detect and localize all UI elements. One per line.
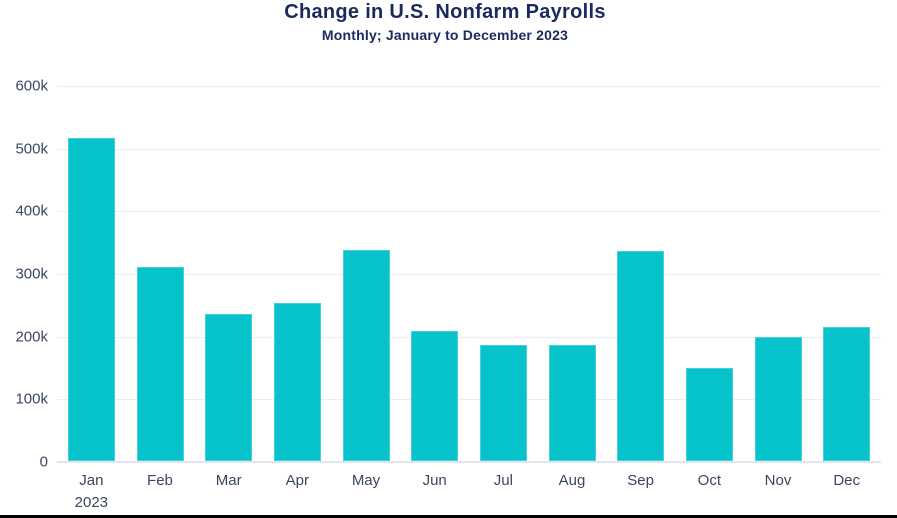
gridline-600k: [57, 86, 881, 87]
x-axis-tick-label: Sep: [606, 470, 675, 492]
y-axis-tick-label: 600k: [15, 77, 48, 95]
gridline-100k: [57, 399, 881, 400]
y-axis-tick-label: 400k: [15, 202, 48, 220]
x-axis-tick-label: Apr: [263, 470, 332, 492]
x-axis-year-label: 2023: [74, 494, 109, 511]
bar-aug: [549, 345, 596, 461]
x-axis-tick-label: Feb: [126, 470, 195, 492]
y-axis-tick-label: 0: [39, 453, 48, 471]
x-axis-month-label: Dec: [833, 472, 860, 489]
chart-subtitle: Monthly; January to December 2023: [321, 27, 569, 43]
bar-nov: [755, 337, 802, 461]
chart-title: Change in U.S. Nonfarm Payrolls: [284, 1, 606, 23]
bar-jan: [68, 138, 115, 461]
x-axis-tick-label: Jan 2023: [57, 470, 126, 514]
x-axis-month-label: Mar: [215, 472, 242, 489]
bar-feb: [137, 267, 184, 461]
x-axis-month-label: Jul: [493, 472, 513, 489]
x-axis-tick-label: Oct: [675, 470, 744, 492]
bar-sep: [617, 251, 664, 461]
bar-may: [343, 250, 390, 461]
bar-jul: [480, 345, 527, 461]
bar-dec: [823, 327, 870, 461]
x-axis-tick-label: Jun: [400, 470, 469, 492]
x-axis-month-label: Aug: [558, 472, 586, 489]
gridline-400k: [57, 211, 881, 212]
x-axis-month-label: Oct: [697, 472, 721, 489]
x-axis-month-label: Apr: [285, 472, 309, 489]
x-axis-tick-label: Dec: [812, 470, 881, 492]
window-bottom-edge: [0, 515, 897, 518]
y-axis-tick-label: 100k: [15, 390, 48, 408]
x-axis-month-label: Jan: [79, 472, 104, 489]
x-axis-month-label: Feb: [147, 472, 173, 489]
x-axis-month-label: Sep: [627, 472, 654, 489]
x-axis-month-label: May: [351, 472, 381, 489]
gridline-200k: [57, 337, 881, 338]
gridline-300k: [57, 274, 881, 275]
x-axis-tick-label: Nov: [744, 470, 813, 492]
gridline-500k: [57, 149, 881, 150]
x-axis-tick-label: Mar: [194, 470, 263, 492]
x-axis-month-label: Jun: [422, 472, 447, 489]
y-axis-tick-label: 200k: [15, 328, 48, 346]
y-axis-tick-label: 500k: [15, 140, 48, 158]
bar-apr: [274, 303, 321, 461]
x-axis-month-label: Nov: [764, 472, 792, 489]
x-axis-tick-label: Aug: [538, 470, 607, 492]
y-axis-tick-label: 300k: [15, 265, 48, 283]
x-axis-line: [57, 461, 881, 463]
x-axis-tick-label: May: [332, 470, 401, 492]
bar-mar: [205, 314, 252, 461]
bar-oct: [686, 368, 733, 461]
bar-jun: [411, 331, 458, 461]
x-axis-tick-label: Jul: [469, 470, 538, 492]
